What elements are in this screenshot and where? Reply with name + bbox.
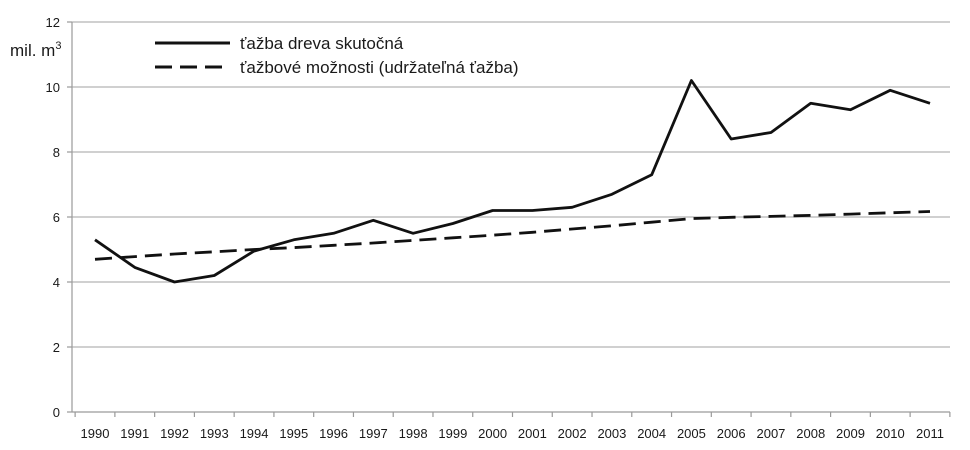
x-tick-labels: 1990 1991 1992 1993 1994 1995 1996 1997 1998 1999… — [81, 426, 944, 441]
series-lines — [94, 79, 931, 284]
x-tick-label: 2002 — [558, 426, 587, 441]
y-tick-label: 10 — [46, 80, 60, 95]
x-tick-label: 2007 — [756, 426, 785, 441]
gridlines — [72, 21, 950, 348]
legend: ťažba dreva skutočná ťažbové možnosti (u… — [155, 34, 519, 77]
y-tick-label: 0 — [53, 405, 60, 420]
x-tick-label: 2005 — [677, 426, 706, 441]
x-tick-label: 1995 — [279, 426, 308, 441]
x-tick-label: 1996 — [319, 426, 348, 441]
x-tick-label: 2001 — [518, 426, 547, 441]
series-line-actual-harvest — [94, 79, 931, 284]
x-tick-label: 2010 — [876, 426, 905, 441]
y-tick-label: 4 — [53, 275, 60, 290]
x-tick-label: 2000 — [478, 426, 507, 441]
y-tick-label: 2 — [53, 340, 60, 355]
y-tick-label: 12 — [46, 15, 60, 30]
series-line-sustainable-harvest — [94, 210, 931, 261]
legend-label-actual-harvest: ťažba dreva skutočná — [240, 34, 404, 53]
axes — [67, 21, 951, 417]
y-axis-unit-label: mil. m3 — [10, 40, 61, 60]
x-tick-label: 2006 — [717, 426, 746, 441]
x-tick-label: 1992 — [160, 426, 189, 441]
y-tick-label: 6 — [53, 210, 60, 225]
x-tick-label: 2008 — [796, 426, 825, 441]
x-tick-label: 1991 — [120, 426, 149, 441]
y-tick-labels: 0 2 4 6 8 10 12 — [46, 15, 60, 420]
legend-label-sustainable-harvest: ťažbové možnosti (udržateľná ťažba) — [240, 58, 519, 77]
x-tick-label: 1990 — [81, 426, 110, 441]
x-tick-label: 1999 — [438, 426, 467, 441]
y-tick-label: 8 — [53, 145, 60, 160]
x-tick-label: 1997 — [359, 426, 388, 441]
x-tick-label: 2011 — [916, 426, 944, 441]
x-tick-label: 2009 — [836, 426, 865, 441]
x-tick-label: 2004 — [637, 426, 666, 441]
x-tick-label: 2003 — [597, 426, 626, 441]
x-tick-label: 1993 — [200, 426, 229, 441]
x-tick-label: 1998 — [399, 426, 428, 441]
x-tick-label: 1994 — [240, 426, 269, 441]
